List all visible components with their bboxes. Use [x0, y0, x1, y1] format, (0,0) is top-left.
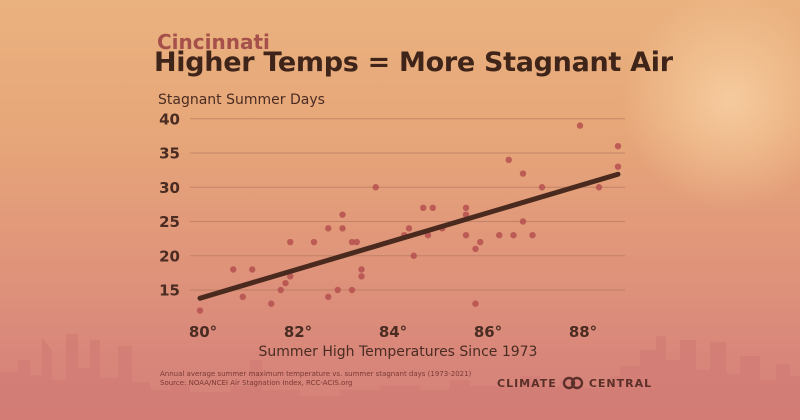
infinity-rings-icon: [562, 376, 584, 390]
data-point: [339, 211, 346, 218]
data-point: [519, 218, 527, 225]
data-point: [595, 184, 603, 191]
x-axis-label-text: Summer High Temperatures Since 1973: [258, 344, 538, 360]
data-point: [410, 252, 417, 259]
sun-glow: [620, 0, 800, 210]
data-point: [353, 238, 360, 246]
data-point: [358, 266, 365, 273]
x-tick-label: 88°: [569, 323, 597, 341]
x-tick-label: 86°: [474, 323, 502, 341]
data-point: [614, 163, 622, 170]
x-axis-label: Summer High Temperatures Since 1973: [0, 344, 800, 360]
data-point: [230, 266, 237, 273]
x-tick-label: 80°: [189, 323, 217, 341]
data-point: [277, 286, 284, 294]
data-point: [348, 286, 356, 294]
city-name: Cincinnati: [157, 30, 270, 54]
data-point: [420, 204, 427, 211]
data-point: [196, 307, 204, 314]
data-point: [576, 122, 584, 129]
x-axis-ticks: 80° 82° 84° 86° 88°: [189, 323, 597, 341]
city-skyline: [0, 334, 800, 420]
y-tick-label: 15: [159, 282, 180, 300]
footnote-description: Annual average summer maximum temperatur…: [160, 370, 472, 378]
data-point: [538, 184, 546, 191]
data-point: [429, 204, 436, 211]
data-point: [462, 232, 470, 239]
data-point: [287, 273, 294, 280]
data-point: [472, 245, 479, 253]
data-point: [348, 238, 356, 246]
y-tick-label: 35: [159, 145, 180, 163]
data-point: [310, 238, 318, 246]
gridlines: [190, 118, 625, 291]
data-point: [358, 273, 365, 280]
data-point: [405, 225, 413, 232]
data-point: [505, 156, 512, 164]
data-point: [249, 266, 256, 273]
data-point: [268, 300, 275, 307]
data-point: [510, 232, 517, 239]
trend-line: [197, 171, 621, 301]
logo-text-right: CENTRAL: [588, 376, 653, 390]
data-point: [325, 293, 332, 301]
y-tick-label: 25: [159, 213, 180, 231]
data-point: [519, 170, 527, 177]
x-tick-label: 84°: [379, 323, 407, 341]
x-tick-label: 82°: [284, 323, 312, 341]
data-point: [614, 142, 622, 150]
data-point: [496, 232, 503, 239]
data-point: [472, 300, 479, 307]
data-point: [372, 184, 379, 191]
chart-title: Higher Temps = More Stagnant Air: [154, 47, 673, 78]
y-tick-label: 30: [159, 179, 180, 197]
climate-central-logo: CLIMATE CENTRAL: [497, 376, 652, 390]
footnote: Annual average summer maximum temperatur…: [160, 370, 471, 388]
logo-text-left: CLIMATE: [497, 376, 557, 390]
footnote-source: Source: NOAA/NCEI Air Stagnation Index, …: [160, 379, 353, 387]
data-point: [325, 225, 332, 232]
data-point: [529, 232, 536, 239]
data-point: [339, 225, 346, 232]
y-tick-label: 40: [159, 110, 180, 128]
data-point: [239, 293, 246, 301]
data-point: [334, 286, 341, 294]
data-point: [477, 238, 484, 246]
y-tick-label: 20: [159, 247, 180, 265]
data-point: [462, 204, 470, 211]
data-point: [287, 238, 294, 246]
data-point: [282, 279, 289, 287]
y-axis-label: Stagnant Summer Days: [158, 92, 325, 108]
data-points: [196, 122, 622, 314]
y-axis-ticks: 15 20 25 30 35 40: [159, 110, 180, 299]
